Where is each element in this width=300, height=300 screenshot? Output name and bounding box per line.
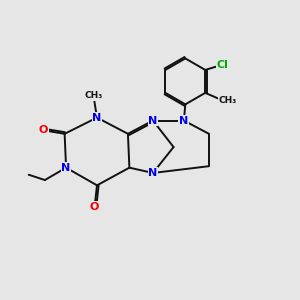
Text: Cl: Cl: [217, 60, 229, 70]
Text: N: N: [148, 116, 158, 126]
Text: CH₃: CH₃: [218, 96, 237, 105]
Text: N: N: [179, 116, 188, 126]
Text: N: N: [92, 112, 102, 123]
Text: N: N: [148, 168, 158, 178]
Text: N: N: [61, 163, 71, 173]
Text: CH₃: CH₃: [85, 91, 103, 100]
Text: O: O: [90, 202, 99, 212]
Text: O: O: [39, 125, 48, 135]
